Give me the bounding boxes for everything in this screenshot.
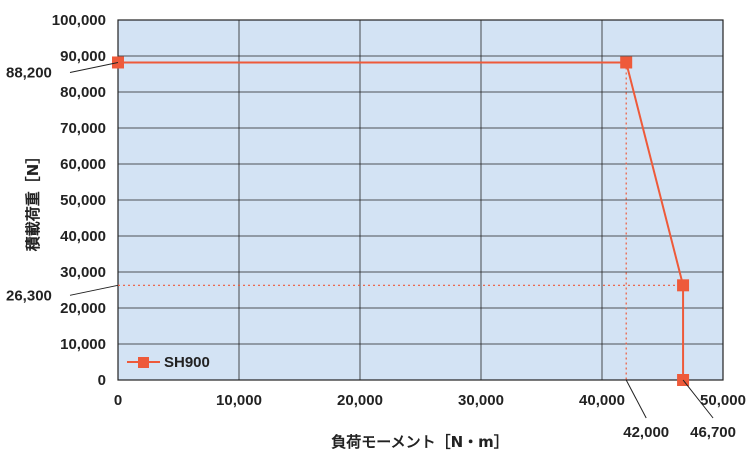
y-axis-title: 積載荷重［N］	[24, 149, 42, 253]
y-tick-label: 50,000	[60, 192, 106, 209]
legend-marker	[138, 357, 149, 368]
data-point-marker	[677, 279, 690, 292]
annotation-leader-y	[69, 61, 119, 73]
y-tick-label: 40,000	[60, 228, 106, 245]
annotation-leader-x	[682, 379, 714, 419]
grid	[118, 20, 723, 380]
data-point-marker	[620, 56, 633, 69]
guide-lines	[118, 62, 684, 380]
annotation-label-x: 42,000	[623, 424, 669, 441]
tick-labels: 0 10,000 20,000 30,000 40,000 50,000 0 10,000 20…	[52, 12, 746, 409]
y-tick-label: 0	[98, 372, 106, 389]
x-tick-label: 40,000	[579, 392, 625, 409]
y-tick-label: 60,000	[60, 156, 106, 173]
x-tick-label: 30,000	[458, 392, 504, 409]
y-tick-label: 80,000	[60, 84, 106, 101]
series-line-sh900	[118, 61, 685, 380]
y-tick-label: 10,000	[60, 336, 106, 353]
annotation-label-x: 46,700	[690, 424, 736, 441]
annotation-leader-x	[625, 379, 647, 419]
annotation-leader-y	[69, 284, 119, 296]
legend-label: SH900	[164, 354, 210, 371]
legend: SH900	[127, 354, 210, 371]
y-tick-label: 20,000	[60, 300, 106, 317]
annotation-label-y: 88,200	[6, 64, 52, 81]
y-tick-label: 30,000	[60, 264, 106, 281]
y-tick-label: 100,000	[52, 12, 106, 29]
x-tick-label: 10,000	[216, 392, 262, 409]
annotation-label-y: 26,300	[6, 287, 52, 304]
x-axis-title: 負荷モーメント［N・m］	[331, 433, 509, 451]
x-tick-label: 0	[114, 392, 122, 409]
y-tick-label: 70,000	[60, 120, 106, 137]
y-tick-label: 90,000	[60, 48, 106, 65]
value-annotations: 88,200 26,300 42,000 46,700	[6, 61, 736, 441]
x-tick-label: 20,000	[337, 392, 383, 409]
x-tick-label: 50,000	[700, 392, 746, 409]
data-point-marker	[112, 56, 124, 69]
